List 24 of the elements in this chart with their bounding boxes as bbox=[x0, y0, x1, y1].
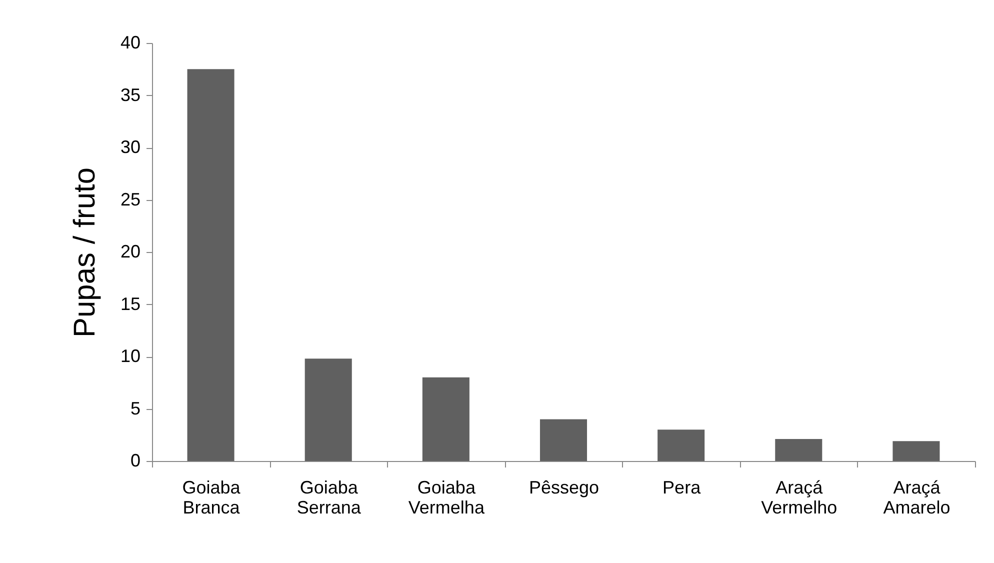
y-tick-label: 25 bbox=[120, 189, 140, 210]
y-axis-title: Pupas / fruto bbox=[68, 167, 102, 338]
y-tick-label: 30 bbox=[120, 137, 140, 157]
y-tick-label: 0 bbox=[130, 450, 140, 470]
bar bbox=[775, 439, 822, 461]
bar bbox=[892, 441, 940, 461]
bar bbox=[422, 377, 470, 461]
y-tick-label: 20 bbox=[120, 242, 140, 262]
bar bbox=[540, 419, 588, 461]
bar bbox=[304, 358, 352, 461]
bar bbox=[187, 69, 234, 461]
y-tick-label: 35 bbox=[120, 84, 140, 105]
y-tick-label: 40 bbox=[120, 32, 140, 52]
y-tick-label: 15 bbox=[120, 294, 140, 314]
y-tick-label: 5 bbox=[130, 398, 140, 418]
x-tick-label: Pêssego bbox=[528, 478, 600, 498]
x-tick-label: Goiaba Serrana bbox=[296, 478, 362, 518]
x-tick-label: Araçá Vermelho bbox=[761, 478, 838, 518]
y-tick-label: 10 bbox=[120, 346, 140, 366]
x-tick-label: Araçá Amarelo bbox=[883, 478, 950, 518]
x-tick-label: Pera bbox=[662, 478, 702, 498]
bar bbox=[658, 430, 705, 461]
x-tick-label: Goiaba Branca bbox=[182, 478, 242, 518]
x-tick-label: Goiaba Vermelha bbox=[408, 478, 486, 518]
